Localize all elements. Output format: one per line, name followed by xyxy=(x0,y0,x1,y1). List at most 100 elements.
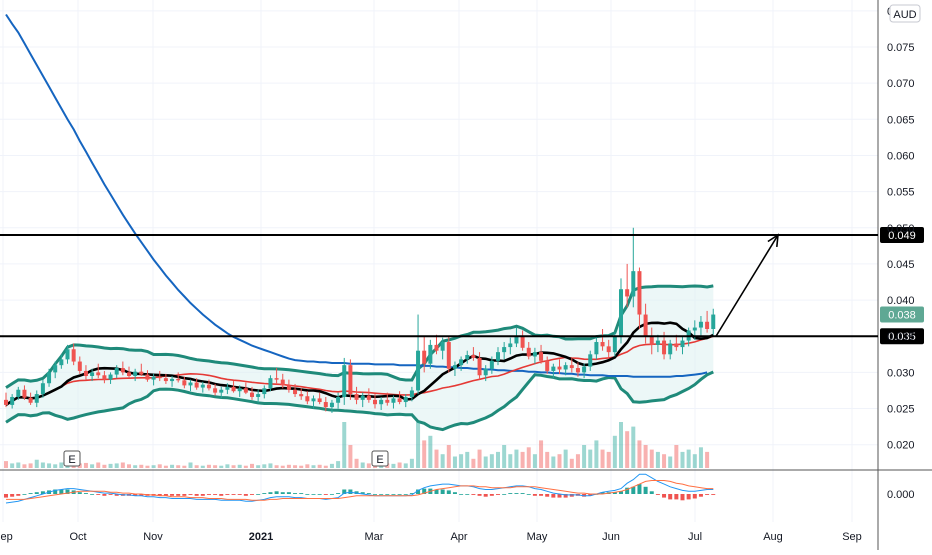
candle[interactable] xyxy=(551,363,556,379)
candle[interactable] xyxy=(256,389,261,403)
candle-body[interactable] xyxy=(47,372,52,384)
candle[interactable] xyxy=(329,399,334,413)
candle-body[interactable] xyxy=(569,365,574,369)
candle-body[interactable] xyxy=(698,321,703,328)
candle-body[interactable] xyxy=(28,397,33,403)
candle[interactable] xyxy=(348,359,353,400)
candle[interactable] xyxy=(127,366,131,379)
candle-body[interactable] xyxy=(157,376,162,379)
candle[interactable] xyxy=(606,339,611,358)
candle-body[interactable] xyxy=(280,379,285,386)
candle[interactable] xyxy=(139,363,144,376)
candle[interactable] xyxy=(145,370,150,382)
candle-body[interactable] xyxy=(625,289,630,297)
candle-body[interactable] xyxy=(403,396,408,403)
candle[interactable] xyxy=(336,392,341,409)
candle[interactable] xyxy=(194,378,199,390)
horizontal-levels[interactable]: 0.049 0.035 0.038 xyxy=(0,227,924,345)
candle-body[interactable] xyxy=(563,365,568,370)
candle-body[interactable] xyxy=(631,271,636,297)
candle-body[interactable] xyxy=(655,340,660,345)
candle-body[interactable] xyxy=(243,388,248,393)
candle-body[interactable] xyxy=(77,361,82,371)
candle[interactable] xyxy=(483,365,488,382)
candle-body[interactable] xyxy=(545,360,550,371)
candle[interactable] xyxy=(96,363,101,379)
candle-body[interactable] xyxy=(508,343,513,348)
candle-body[interactable] xyxy=(237,388,242,392)
candle[interactable] xyxy=(262,385,267,399)
candle[interactable] xyxy=(182,376,187,389)
candle[interactable] xyxy=(170,376,175,387)
candle[interactable] xyxy=(157,370,162,382)
candle-body[interactable] xyxy=(668,343,673,355)
candle[interactable] xyxy=(342,357,347,405)
candle[interactable] xyxy=(594,336,599,360)
candle-body[interactable] xyxy=(489,360,494,369)
candle-body[interactable] xyxy=(551,366,556,371)
candle[interactable] xyxy=(108,372,113,384)
candle-body[interactable] xyxy=(256,394,261,397)
candle[interactable] xyxy=(379,396,384,410)
candle[interactable] xyxy=(539,344,544,364)
candle[interactable] xyxy=(22,385,27,400)
candle-body[interactable] xyxy=(680,340,685,348)
candle[interactable] xyxy=(317,392,322,405)
projection-arrow[interactable] xyxy=(715,233,779,337)
earnings-marker-box[interactable] xyxy=(63,450,81,467)
candle-body[interactable] xyxy=(194,382,199,388)
candle[interactable] xyxy=(452,361,457,376)
candle[interactable] xyxy=(674,334,679,351)
candle[interactable] xyxy=(563,362,568,376)
candle-body[interactable] xyxy=(354,394,359,400)
candle[interactable] xyxy=(428,339,433,369)
candle[interactable] xyxy=(40,379,45,398)
candle[interactable] xyxy=(403,394,408,408)
candle[interactable] xyxy=(465,350,470,364)
candle-body[interactable] xyxy=(434,344,439,351)
candle[interactable] xyxy=(649,327,654,355)
candle[interactable] xyxy=(163,373,168,384)
candle[interactable] xyxy=(286,379,291,393)
candle[interactable] xyxy=(391,395,396,409)
candle-body[interactable] xyxy=(637,271,642,315)
candle[interactable] xyxy=(90,368,95,382)
candle[interactable] xyxy=(582,363,587,379)
candle[interactable] xyxy=(114,365,119,379)
candle[interactable] xyxy=(305,391,310,405)
candle-body[interactable] xyxy=(483,368,488,376)
candle-body[interactable] xyxy=(477,357,482,376)
candle[interactable] xyxy=(102,370,107,384)
candle-body[interactable] xyxy=(139,371,144,375)
candle-body[interactable] xyxy=(71,349,76,362)
candle[interactable] xyxy=(71,343,76,366)
candle-body[interactable] xyxy=(692,327,697,331)
candle-body[interactable] xyxy=(705,321,710,329)
candle-body[interactable] xyxy=(329,402,334,408)
candle[interactable] xyxy=(16,386,21,400)
candle-body[interactable] xyxy=(10,396,15,405)
candle-body[interactable] xyxy=(416,350,421,391)
candle-body[interactable] xyxy=(575,368,580,373)
candle[interactable] xyxy=(360,392,365,408)
candle[interactable] xyxy=(151,373,156,386)
candle-body[interactable] xyxy=(145,374,150,380)
candle-body[interactable] xyxy=(90,372,95,376)
candle[interactable] xyxy=(557,359,562,374)
candle-body[interactable] xyxy=(40,383,45,395)
candle[interactable] xyxy=(28,392,33,405)
candle-body[interactable] xyxy=(188,382,193,386)
candle[interactable] xyxy=(422,336,427,373)
candle-body[interactable] xyxy=(532,352,537,357)
candle-body[interactable] xyxy=(409,390,414,397)
candle[interactable] xyxy=(225,383,230,395)
candle[interactable] xyxy=(219,386,224,399)
candle[interactable] xyxy=(637,267,642,329)
candle[interactable] xyxy=(711,308,716,335)
candle-body[interactable] xyxy=(446,342,451,369)
candle-body[interactable] xyxy=(600,342,605,347)
candle-body[interactable] xyxy=(65,349,70,360)
candle-body[interactable] xyxy=(465,355,470,360)
candle-body[interactable] xyxy=(662,340,667,355)
